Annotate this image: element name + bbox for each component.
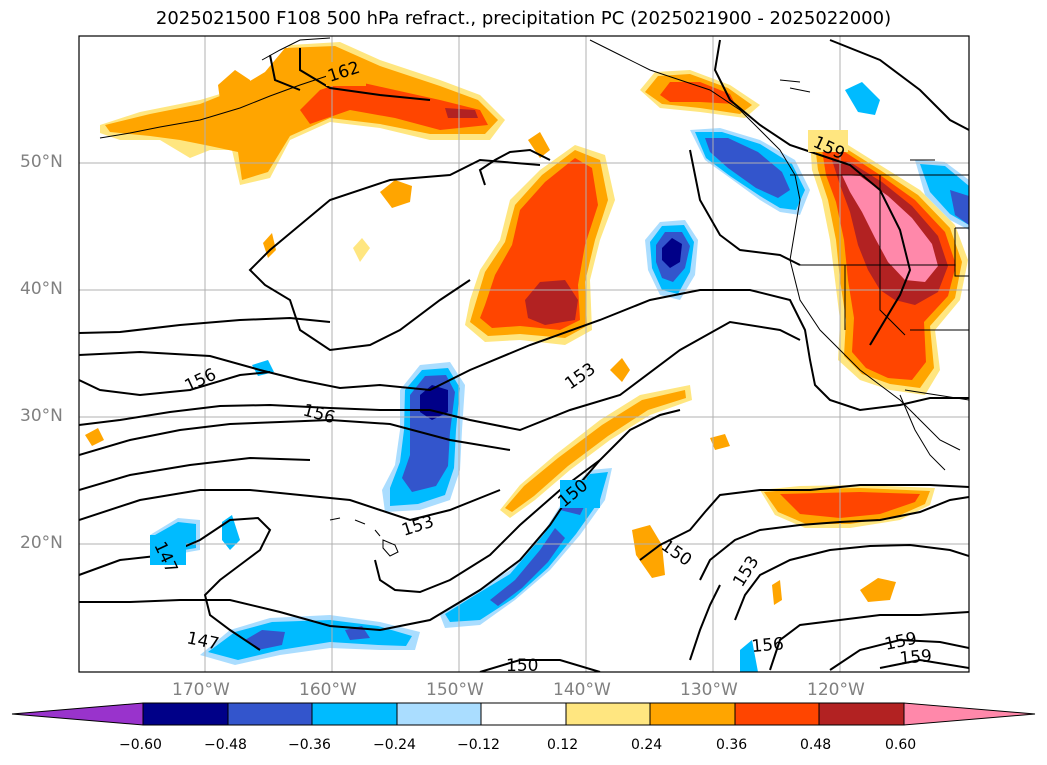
shade-central-dark [525, 280, 578, 325]
colorbar-segment [227, 702, 313, 726]
shade-bl-mid [245, 630, 285, 650]
colorbar-segment [734, 702, 820, 726]
colorbar-extend-left [11, 702, 144, 726]
colorbar-tick-label: 0.24 [631, 737, 663, 753]
shade-st-red [780, 492, 920, 518]
shade-ne-blue-mid [950, 190, 969, 225]
contour-label: 156 [751, 634, 785, 657]
shade-aleutian-orange [105, 46, 498, 180]
shade-ak-red [660, 82, 735, 104]
shade-diag-small [610, 358, 630, 382]
contour-label: 159 [899, 646, 933, 669]
colorbar-tick-label: −0.12 [457, 737, 500, 753]
lon-label-160w: 160°W [299, 680, 357, 700]
map-frame [78, 35, 970, 673]
shade-small-blob-d [353, 238, 370, 262]
lat-label-40n: 40°N [20, 279, 63, 299]
colorbar-segment [142, 702, 229, 726]
shade-aleutian-small1 [218, 70, 255, 112]
lon-label-120w: 120°W [807, 680, 865, 700]
chart-title: 2025021500 F108 500 hPa refract., precip… [155, 8, 892, 29]
shade-blob-h [85, 428, 104, 446]
shade-blob-f [632, 525, 665, 578]
lat-label-50n: 50°N [20, 152, 63, 172]
lat-label-20n: 20°N [20, 533, 63, 553]
contour-label: 150 [506, 656, 538, 676]
shade-small-blob-b [380, 180, 412, 208]
shade-aleutian-red [300, 80, 488, 130]
colorbar-tick-label: −0.48 [204, 737, 247, 753]
shade-blob-blue-se [740, 640, 758, 672]
shade-bc-mid [705, 138, 790, 198]
shade-small-blob-c [263, 233, 276, 258]
shade-dblue-mid [490, 528, 565, 606]
lon-label-140w: 140°W [553, 680, 611, 700]
shade-diag-orange [505, 390, 686, 512]
colorbar-segment [311, 702, 398, 726]
shade-aleutian-dark [445, 108, 478, 118]
shade-wus-pink [842, 175, 938, 282]
colorbar-segment [649, 702, 736, 726]
lat-label-30n: 30°N [20, 406, 63, 426]
lon-label-130w: 130°W [680, 680, 738, 700]
colorbar-tick-label: 0.48 [800, 737, 832, 753]
colorbar-tick-label: 0.60 [885, 737, 917, 753]
coastlines [99, 37, 969, 557]
colorbar-extend-right [903, 702, 1036, 726]
contours [79, 39, 969, 672]
colorbar-tick-label: −0.36 [288, 737, 331, 753]
lon-label-170w: 170°W [172, 680, 230, 700]
shade-blob-e [860, 578, 896, 602]
shade-w20-b [222, 515, 240, 550]
shade-blob-g [710, 434, 730, 450]
shade-ne-blue-small [845, 82, 880, 115]
shade-small-blob-a [528, 132, 550, 158]
shade-diag-yellow [500, 385, 692, 518]
lon-label-150w: 150°W [426, 680, 484, 700]
shade-eblue-dark [662, 238, 682, 268]
colorbar-segment [480, 702, 567, 726]
colorbar-tick-label: 0.12 [547, 737, 579, 753]
shade-cblue-dark [420, 385, 448, 420]
colorbar [11, 702, 1036, 726]
shade-blob-i [772, 580, 782, 605]
precip-shading [85, 42, 969, 672]
colorbar-segment [396, 702, 482, 726]
colorbar-segment [565, 702, 651, 726]
colorbar-tick-label: −0.60 [119, 737, 162, 753]
colorbar-tick-label: −0.24 [373, 737, 416, 753]
colorbar-segment [818, 702, 905, 726]
colorbar-tick-label: 0.36 [716, 737, 748, 753]
contour-label-group: 162 159 156 156 153 153 150 150 150 147 … [149, 58, 932, 676]
